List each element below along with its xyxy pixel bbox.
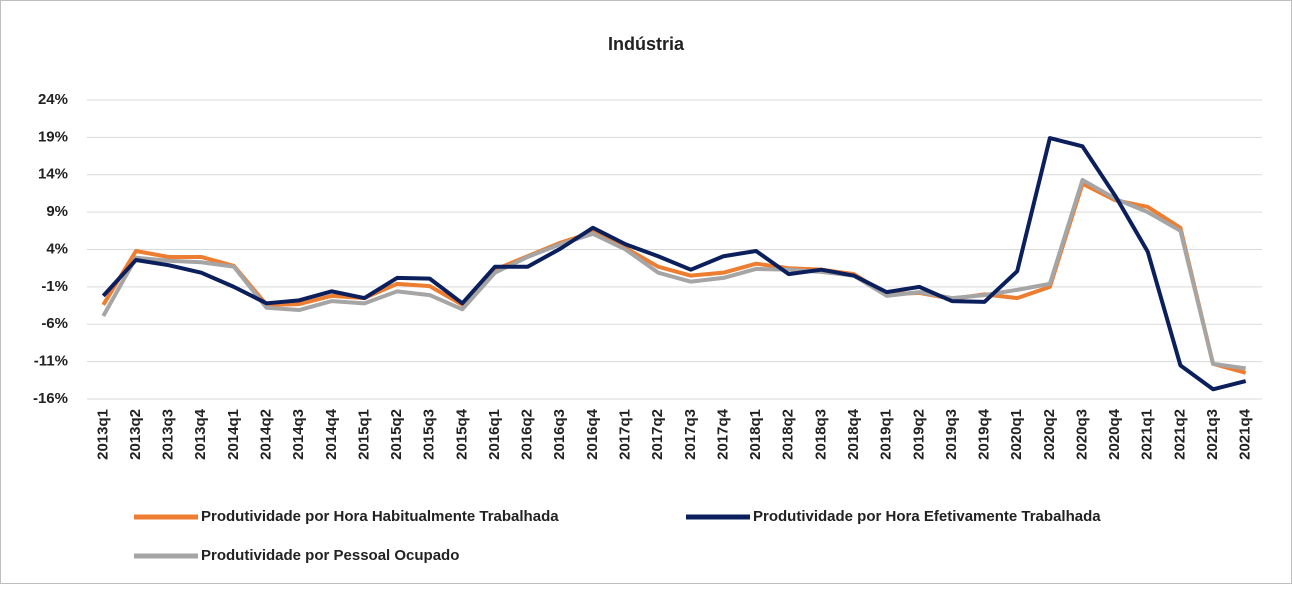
- x-tick-label: 2014q2: [257, 409, 274, 460]
- x-tick-label: 2021q4: [1237, 408, 1254, 460]
- x-tick-label: 2014q1: [225, 409, 242, 460]
- x-tick-label: 2013q3: [160, 409, 177, 460]
- x-tick-label: 2015q4: [453, 408, 470, 460]
- x-tick-label: 2021q2: [1171, 409, 1188, 460]
- x-tick-label: 2018q1: [747, 409, 764, 460]
- x-tick-label: 2019q2: [910, 409, 927, 460]
- y-tick-label: 14%: [38, 166, 68, 183]
- x-tick-label: 2020q1: [1008, 409, 1025, 460]
- y-tick-label: 9%: [46, 203, 68, 220]
- x-tick-label: 2017q4: [714, 408, 731, 460]
- series-line: [101, 177, 1246, 371]
- x-tick-label: 2018q4: [845, 408, 862, 460]
- y-tick-label: -11%: [34, 353, 68, 370]
- x-tick-label: 2016q1: [486, 409, 503, 460]
- x-tick-label: 2013q4: [192, 408, 209, 460]
- x-tick-label: 2020q4: [1106, 408, 1123, 460]
- legend-label: Produtividade por Hora Efetivamente Trab…: [753, 508, 1101, 525]
- x-tick-label: 2017q2: [649, 409, 666, 460]
- y-tick-label: -16%: [33, 390, 68, 407]
- y-tick-label: 4%: [46, 240, 68, 257]
- x-tick-label: 2015q1: [355, 409, 372, 460]
- y-tick-label: 24%: [38, 91, 68, 108]
- x-tick-label: 2014q4: [323, 408, 340, 460]
- chart-title: Indústria: [608, 34, 685, 54]
- x-tick-label: 2013q1: [94, 409, 111, 460]
- x-tick-label: 2019q1: [878, 409, 895, 460]
- legend-label: Produtividade por Pessoal Ocupado: [201, 547, 459, 564]
- x-tick-label: 2013q2: [127, 409, 144, 460]
- x-tick-label: 2017q3: [682, 409, 699, 460]
- x-tick-label: 2019q3: [943, 409, 960, 460]
- x-tick-label: 2020q2: [1041, 409, 1058, 460]
- legend-label: Produtividade por Hora Habitualmente Tra…: [201, 508, 559, 525]
- x-tick-label: 2015q3: [421, 409, 438, 460]
- x-tick-label: 2015q2: [388, 409, 405, 460]
- x-tick-label: 2021q1: [1139, 409, 1156, 460]
- x-tick-label: 2020q3: [1073, 409, 1090, 460]
- x-tick-label: 2016q2: [519, 409, 536, 460]
- x-tick-label: 2017q1: [617, 409, 634, 460]
- y-tick-label: 19%: [38, 128, 68, 145]
- x-tick-label: 2019q4: [976, 408, 993, 460]
- y-tick-label: -6%: [41, 315, 68, 332]
- x-tick-label: 2021q3: [1204, 409, 1221, 460]
- y-tick-label: -1%: [41, 278, 68, 295]
- x-tick-label: 2016q4: [584, 408, 601, 460]
- x-tick-label: 2014q3: [290, 409, 307, 460]
- x-tick-label: 2018q3: [812, 409, 829, 460]
- series-line: [101, 136, 1247, 392]
- x-tick-label: 2018q2: [780, 409, 797, 460]
- x-tick-label: 2016q3: [551, 409, 568, 460]
